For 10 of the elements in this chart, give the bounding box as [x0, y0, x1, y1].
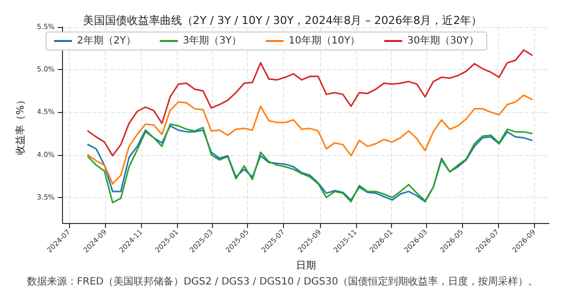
line-series	[87, 49, 533, 156]
legend-label: 2年期（2Y）	[77, 34, 136, 46]
y-axis-title: 收益率（%）	[14, 95, 26, 155]
chart-title: 美国国债收益率曲线（2Y / 3Y / 10Y / 30Y，2024年8月 – 2026年8月，近2年）	[82, 14, 482, 27]
legend-label: 10年期（10Y）	[288, 34, 360, 46]
line-series	[87, 94, 533, 185]
legend-label: 30年期（30Y）	[407, 34, 479, 46]
legend-label: 3年期（3Y）	[182, 34, 242, 46]
source-note: 数据来源：FRED（美国联邦储备）DGS2 / DGS3 / DGS10 / DGS30（国债恒定到期收益率，日度，按周采样）。	[26, 276, 538, 288]
x-axis-title: 日期	[296, 260, 316, 272]
